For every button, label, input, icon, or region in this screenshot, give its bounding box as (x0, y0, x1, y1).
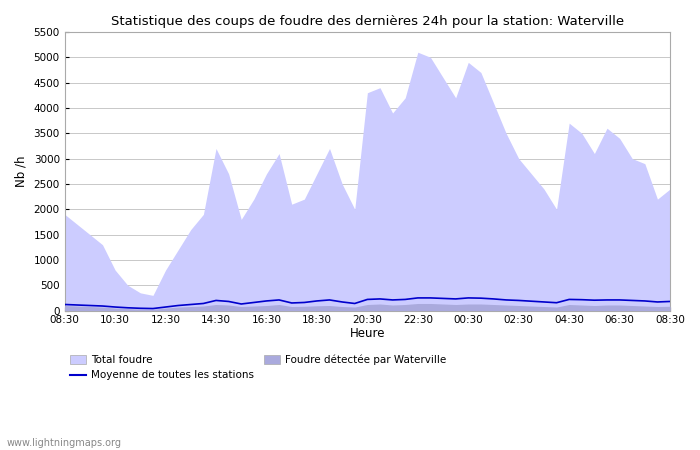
Title: Statistique des coups de foudre des dernières 24h pour la station: Waterville: Statistique des coups de foudre des dern… (111, 15, 624, 28)
Y-axis label: Nb /h: Nb /h (15, 156, 28, 187)
Text: www.lightningmaps.org: www.lightningmaps.org (7, 438, 122, 448)
X-axis label: Heure: Heure (349, 327, 385, 340)
Legend: Total foudre, Moyenne de toutes les stations, Foudre détectée par Waterville: Total foudre, Moyenne de toutes les stat… (70, 355, 446, 381)
